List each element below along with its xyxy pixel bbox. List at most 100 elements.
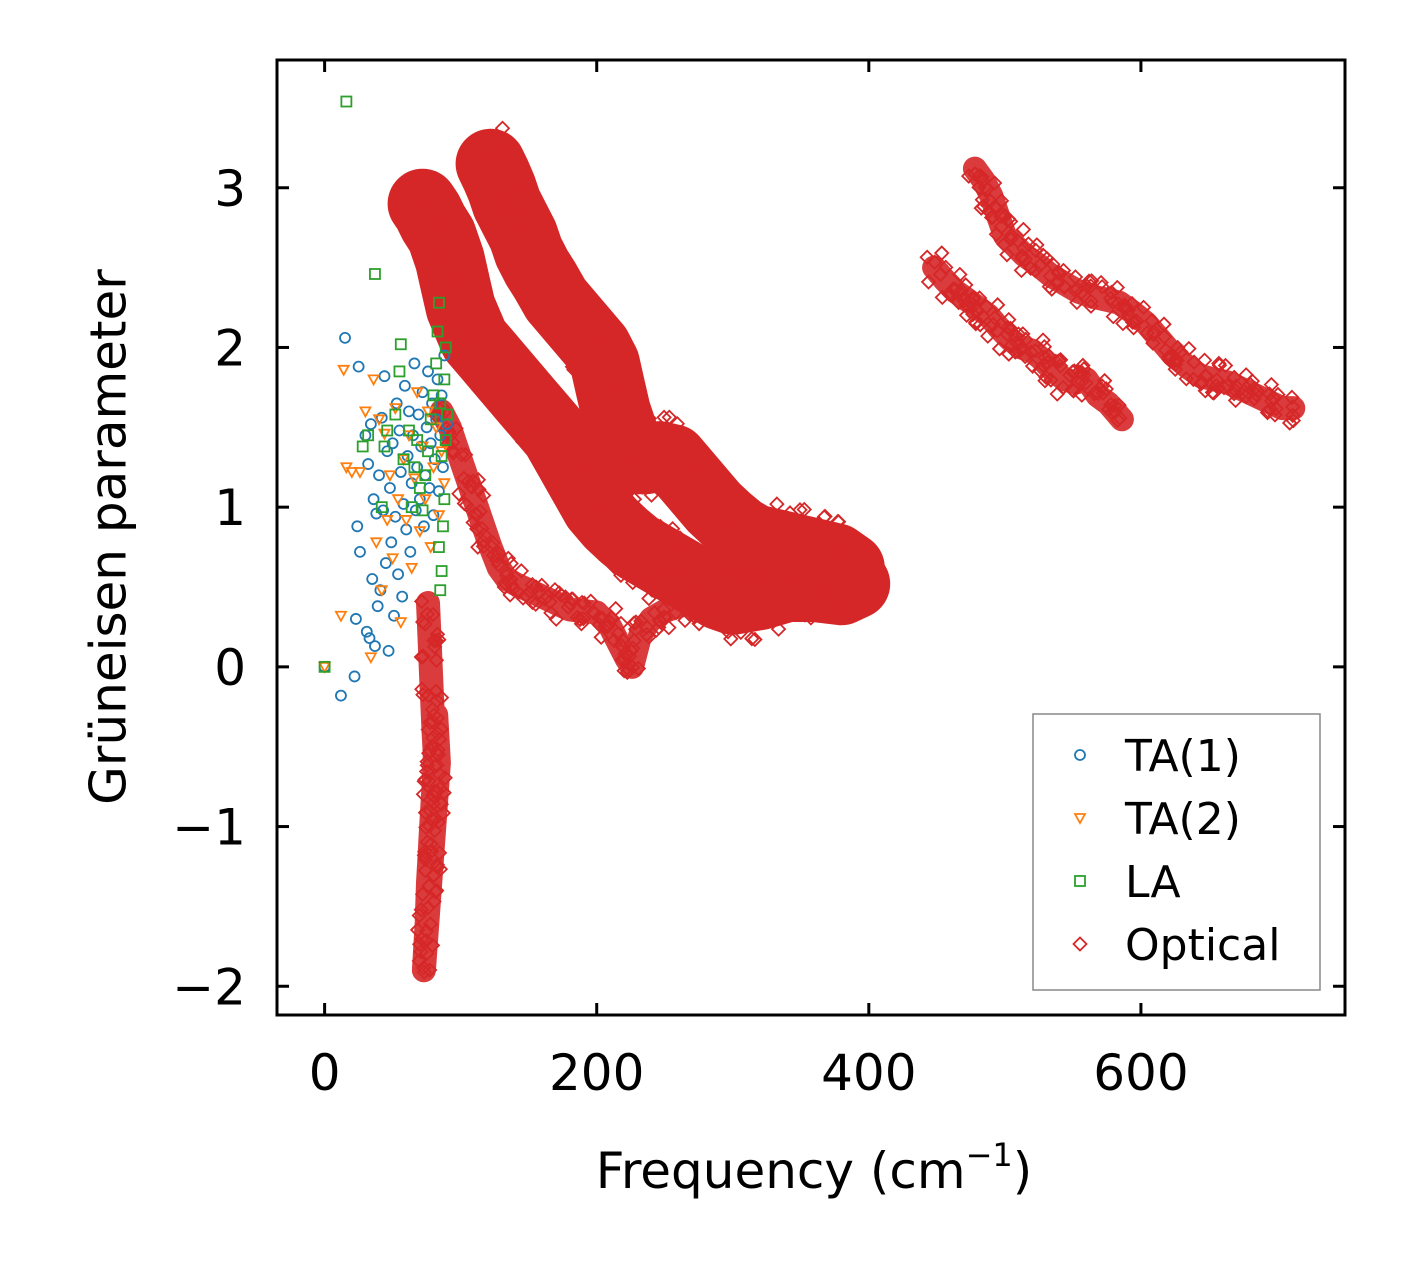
data-point <box>599 506 616 522</box>
data-point <box>715 510 731 526</box>
data-point <box>383 470 397 483</box>
data-point <box>743 518 760 535</box>
data-point <box>668 604 684 621</box>
data-point <box>1027 262 1043 279</box>
data-point <box>399 515 413 527</box>
data-layer <box>318 95 1306 983</box>
data-point <box>564 449 581 466</box>
data-point <box>816 578 832 595</box>
data-point <box>417 616 433 632</box>
data-point <box>601 614 618 630</box>
data-point <box>439 341 452 354</box>
data-point <box>1038 369 1054 386</box>
data-point <box>466 305 482 321</box>
data-point <box>628 519 645 535</box>
data-point <box>475 487 492 504</box>
data-point <box>398 379 411 392</box>
data-point <box>394 338 407 351</box>
data-point <box>419 469 432 482</box>
data-point <box>380 515 394 527</box>
data-point <box>420 421 433 434</box>
data-point <box>555 335 572 352</box>
data-point <box>661 409 678 426</box>
data-point <box>1094 278 1110 295</box>
data-point <box>515 221 532 237</box>
data-point <box>657 478 674 495</box>
data-point <box>1049 386 1066 402</box>
data-point <box>1000 311 1017 328</box>
data-point <box>600 528 616 544</box>
data-point <box>706 476 722 493</box>
series-la <box>318 95 453 673</box>
data-point <box>782 543 799 560</box>
data-point <box>700 467 717 484</box>
data-point <box>533 397 549 413</box>
data-point <box>415 686 431 703</box>
data-point <box>933 245 950 261</box>
x-tick-label: 400 <box>821 1044 916 1102</box>
data-point <box>435 450 448 462</box>
data-point <box>792 502 808 518</box>
data-point <box>587 605 603 622</box>
data-point <box>414 886 431 902</box>
y-tick-label: 0 <box>214 639 246 697</box>
data-point <box>531 296 547 312</box>
data-point <box>417 862 434 879</box>
data-point <box>1120 301 1137 318</box>
data-point <box>413 526 427 538</box>
data-point <box>624 640 641 656</box>
data-point <box>714 595 731 611</box>
data-point <box>335 689 347 702</box>
data-point <box>548 611 564 627</box>
data-point <box>510 347 527 364</box>
data-point <box>527 596 544 613</box>
legend-marker <box>1074 875 1086 887</box>
data-point <box>1265 389 1282 406</box>
data-point <box>479 156 495 172</box>
data-point <box>468 292 485 308</box>
data-point <box>384 482 396 494</box>
data-point <box>419 834 436 850</box>
data-point <box>1081 273 1097 289</box>
data-point <box>434 584 447 597</box>
data-point <box>421 773 437 789</box>
data-point <box>354 545 366 558</box>
data-point <box>498 159 515 175</box>
data-point <box>572 341 589 357</box>
legend-label: TA(1) <box>1124 731 1241 782</box>
data-point <box>616 398 632 414</box>
data-point <box>449 281 466 298</box>
data-point <box>389 408 402 421</box>
data-point <box>583 593 599 610</box>
data-point <box>821 583 837 600</box>
y-axis-label: Grüneisen parameter <box>80 269 138 805</box>
data-point <box>408 357 421 370</box>
data-point <box>544 469 561 485</box>
data-point <box>428 453 441 466</box>
data-point <box>493 131 510 148</box>
data-point <box>431 631 447 648</box>
data-point <box>1194 374 1210 390</box>
data-point <box>968 315 984 332</box>
data-point <box>830 513 846 530</box>
legend-entry: LA <box>1074 857 1181 908</box>
data-point <box>456 495 473 512</box>
data-point <box>639 529 655 546</box>
y-tick-label: 3 <box>214 160 246 218</box>
data-point <box>941 286 957 302</box>
data-point <box>747 601 763 618</box>
data-point <box>405 562 419 575</box>
data-point <box>364 418 377 431</box>
data-point <box>774 518 790 535</box>
data-point <box>659 440 676 456</box>
data-point <box>689 460 706 477</box>
data-point <box>457 320 473 337</box>
data-point <box>433 541 445 553</box>
data-point <box>1106 398 1123 414</box>
data-point <box>581 457 597 473</box>
data-point <box>1181 340 1197 357</box>
data-point <box>763 512 780 529</box>
data-point <box>416 964 433 980</box>
data-point <box>760 524 777 541</box>
data-point <box>583 385 599 402</box>
